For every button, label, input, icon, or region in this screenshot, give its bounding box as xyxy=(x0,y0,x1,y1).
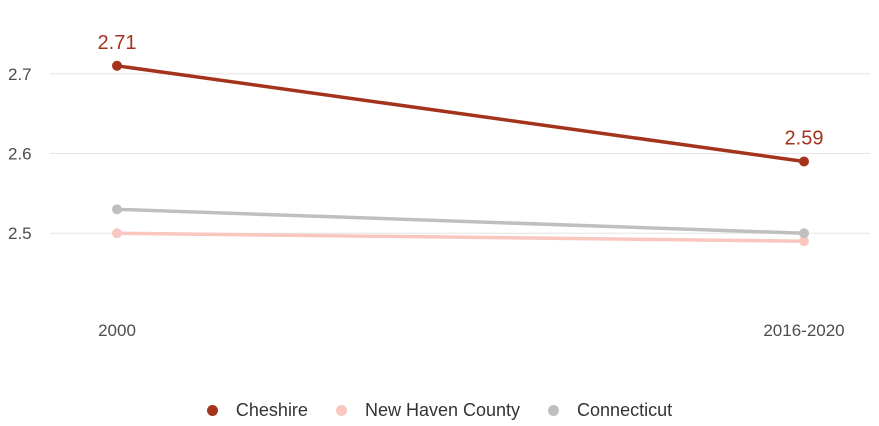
series-layer xyxy=(112,60,809,247)
legend-key-new-haven-county xyxy=(335,405,347,416)
data-point-connecticut xyxy=(799,228,809,239)
legend-label-cheshire: Cheshire xyxy=(235,400,308,420)
data-point-new-haven-county xyxy=(799,236,809,247)
legend: Cheshire New Haven County Connecticut xyxy=(0,400,879,421)
x-tick-label: 2016-2020 xyxy=(763,321,844,340)
legend-label-new-haven-county: New Haven County xyxy=(364,400,521,420)
legend-item-connecticut: Connecticut xyxy=(548,400,672,421)
data-point-connecticut xyxy=(112,204,122,215)
y-tick-label: 2.5 xyxy=(8,224,32,243)
y-tick-label: 2.7 xyxy=(8,65,32,84)
legend-key-connecticut xyxy=(548,405,560,416)
data-point-cheshire xyxy=(799,156,809,167)
legend-item-new-haven-county: New Haven County xyxy=(335,400,521,421)
line-chart: 2.5 2.6 2.7 2000 2016-2020 2.71 2.59 xyxy=(8,32,870,340)
data-point-cheshire xyxy=(112,60,122,71)
x-axis-ticks: 2000 2016-2020 xyxy=(98,321,845,340)
y-axis-ticks: 2.5 2.6 2.7 xyxy=(8,65,32,243)
y-tick-label: 2.6 xyxy=(8,145,32,164)
data-labels: 2.71 2.59 xyxy=(98,32,824,150)
series-line-cheshire xyxy=(115,64,806,164)
series-line-new-haven-county xyxy=(115,231,806,243)
x-tick-label: 2000 xyxy=(98,321,136,340)
series-line-connecticut xyxy=(115,207,806,235)
data-point-new-haven-county xyxy=(112,228,122,239)
data-label-cheshire: 2.71 xyxy=(98,32,137,54)
legend-item-cheshire: Cheshire xyxy=(206,400,308,421)
legend-key-cheshire xyxy=(206,405,218,416)
data-label-cheshire: 2.59 xyxy=(785,127,824,149)
legend-label-connecticut: Connecticut xyxy=(577,400,673,420)
